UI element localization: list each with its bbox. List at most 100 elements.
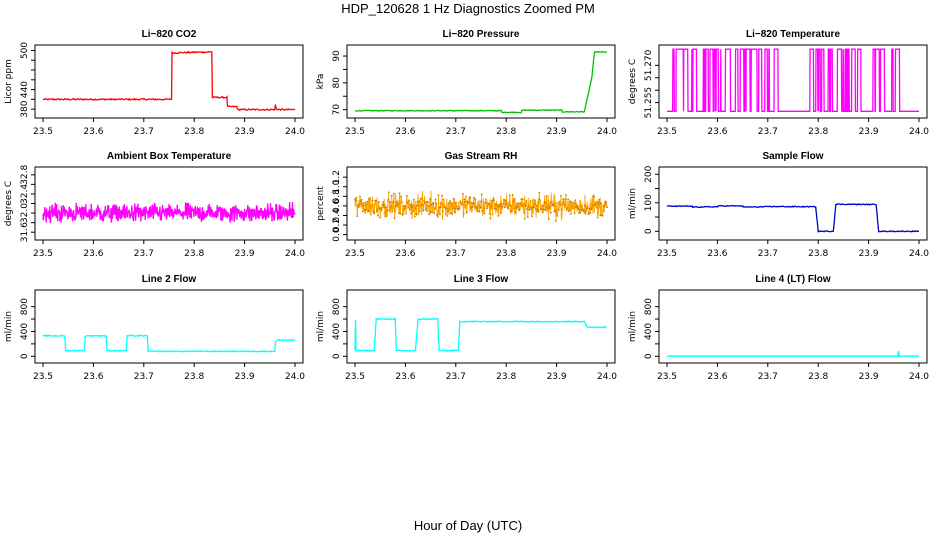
data-point xyxy=(367,210,370,212)
data-point xyxy=(483,207,485,210)
data-point xyxy=(558,200,561,203)
data-point xyxy=(431,211,433,213)
data-series-line xyxy=(42,50,296,112)
data-point xyxy=(414,207,417,210)
x-tick-label: 23.7 xyxy=(758,372,778,382)
chart-panel: Line 2 Flow ml/min 0 400 800 23.5 23.6 23.7 23.8… xyxy=(4,274,305,382)
data-point xyxy=(379,216,382,219)
data-point xyxy=(499,202,502,205)
data-point xyxy=(437,194,440,196)
x-tick-label: 23.5 xyxy=(657,249,677,259)
data-point xyxy=(545,195,548,198)
x-tick-label: 23.8 xyxy=(808,249,828,259)
plot-title: Line 2 Flow xyxy=(142,274,197,285)
x-tick-label: 23.6 xyxy=(395,372,415,382)
data-point xyxy=(542,211,544,214)
data-point xyxy=(519,208,521,211)
data-point xyxy=(403,205,405,208)
x-tick-label: 24.0 xyxy=(909,372,929,382)
data-point xyxy=(356,215,359,218)
x-tick-label: 24.0 xyxy=(909,249,929,259)
data-point xyxy=(597,203,600,205)
x-tick-label: 23.7 xyxy=(134,372,154,382)
data-point xyxy=(513,198,515,201)
data-point xyxy=(555,212,558,214)
plot-frame xyxy=(658,44,928,119)
x-tick-label: 23.7 xyxy=(758,249,778,259)
data-point xyxy=(427,205,430,208)
data-point xyxy=(493,199,495,202)
data-point xyxy=(541,204,544,207)
y-tick-label: 90 xyxy=(332,50,342,62)
chart-panel: Li−820 Temperature degrees C 51.255 51.270 2… xyxy=(628,29,929,137)
data-point xyxy=(420,204,423,207)
data-point xyxy=(421,204,424,206)
data-point xyxy=(395,205,397,208)
data-point xyxy=(423,199,425,202)
x-tick-label: 23.8 xyxy=(808,372,828,382)
y-tick-label: 0.6 xyxy=(332,198,342,213)
x-tick-label: 24.0 xyxy=(909,127,929,137)
data-point xyxy=(434,198,437,201)
data-point xyxy=(426,209,428,212)
data-point xyxy=(557,209,560,212)
data-point xyxy=(413,198,415,201)
data-point xyxy=(388,209,391,212)
data-point xyxy=(407,206,410,209)
data-point xyxy=(362,204,365,207)
chart-panel: Sample Flow ml/min 0 100 200 23.5 23.6 23.7 23.8… xyxy=(628,151,929,259)
data-point xyxy=(368,198,371,201)
data-point xyxy=(572,207,575,210)
data-point xyxy=(585,210,587,213)
data-point xyxy=(434,207,436,210)
data-point xyxy=(490,199,493,202)
data-point xyxy=(376,209,379,211)
data-point xyxy=(398,212,400,215)
data-point xyxy=(417,213,420,215)
data-point xyxy=(524,218,526,220)
data-point xyxy=(596,216,599,219)
data-point xyxy=(550,202,553,204)
data-point xyxy=(575,206,578,209)
data-point xyxy=(398,192,401,195)
data-point xyxy=(387,198,389,201)
data-point xyxy=(465,195,467,198)
data-point xyxy=(438,206,441,209)
data-point xyxy=(381,203,384,206)
data-point xyxy=(493,207,496,210)
data-point xyxy=(537,211,540,213)
data-point xyxy=(600,202,603,205)
data-point xyxy=(403,208,406,210)
data-point xyxy=(405,194,408,197)
data-point xyxy=(565,209,568,212)
data-point xyxy=(503,206,506,209)
data-point xyxy=(588,207,591,210)
data-point xyxy=(453,211,456,214)
data-point xyxy=(408,199,410,202)
y-tick-label: 440 xyxy=(20,81,30,98)
data-point xyxy=(477,204,480,207)
x-tick-label: 23.5 xyxy=(657,127,677,137)
data-point xyxy=(561,202,564,205)
data-point xyxy=(485,198,487,201)
y-tick-label: 400 xyxy=(332,323,342,340)
plot-title: Li−820 CO2 xyxy=(142,29,197,40)
data-point xyxy=(601,214,604,217)
data-point xyxy=(474,198,477,201)
data-point xyxy=(579,211,582,214)
plot-frame xyxy=(34,166,304,241)
data-point xyxy=(547,204,549,207)
data-point xyxy=(441,194,443,197)
data-point xyxy=(423,202,426,205)
plot-title: Line 4 (LT) Flow xyxy=(755,274,831,285)
data-point xyxy=(501,205,504,208)
data-point xyxy=(459,201,462,204)
x-tick-label: 23.5 xyxy=(345,249,365,259)
x-tick-label: 23.5 xyxy=(33,372,53,382)
data-point xyxy=(577,208,580,210)
y-tick-label: 32.0 xyxy=(20,203,30,223)
y-axis-label: degrees C xyxy=(628,59,638,104)
y-axis-label: percent xyxy=(316,186,326,221)
data-point xyxy=(571,204,574,207)
plot-frame xyxy=(346,289,616,364)
